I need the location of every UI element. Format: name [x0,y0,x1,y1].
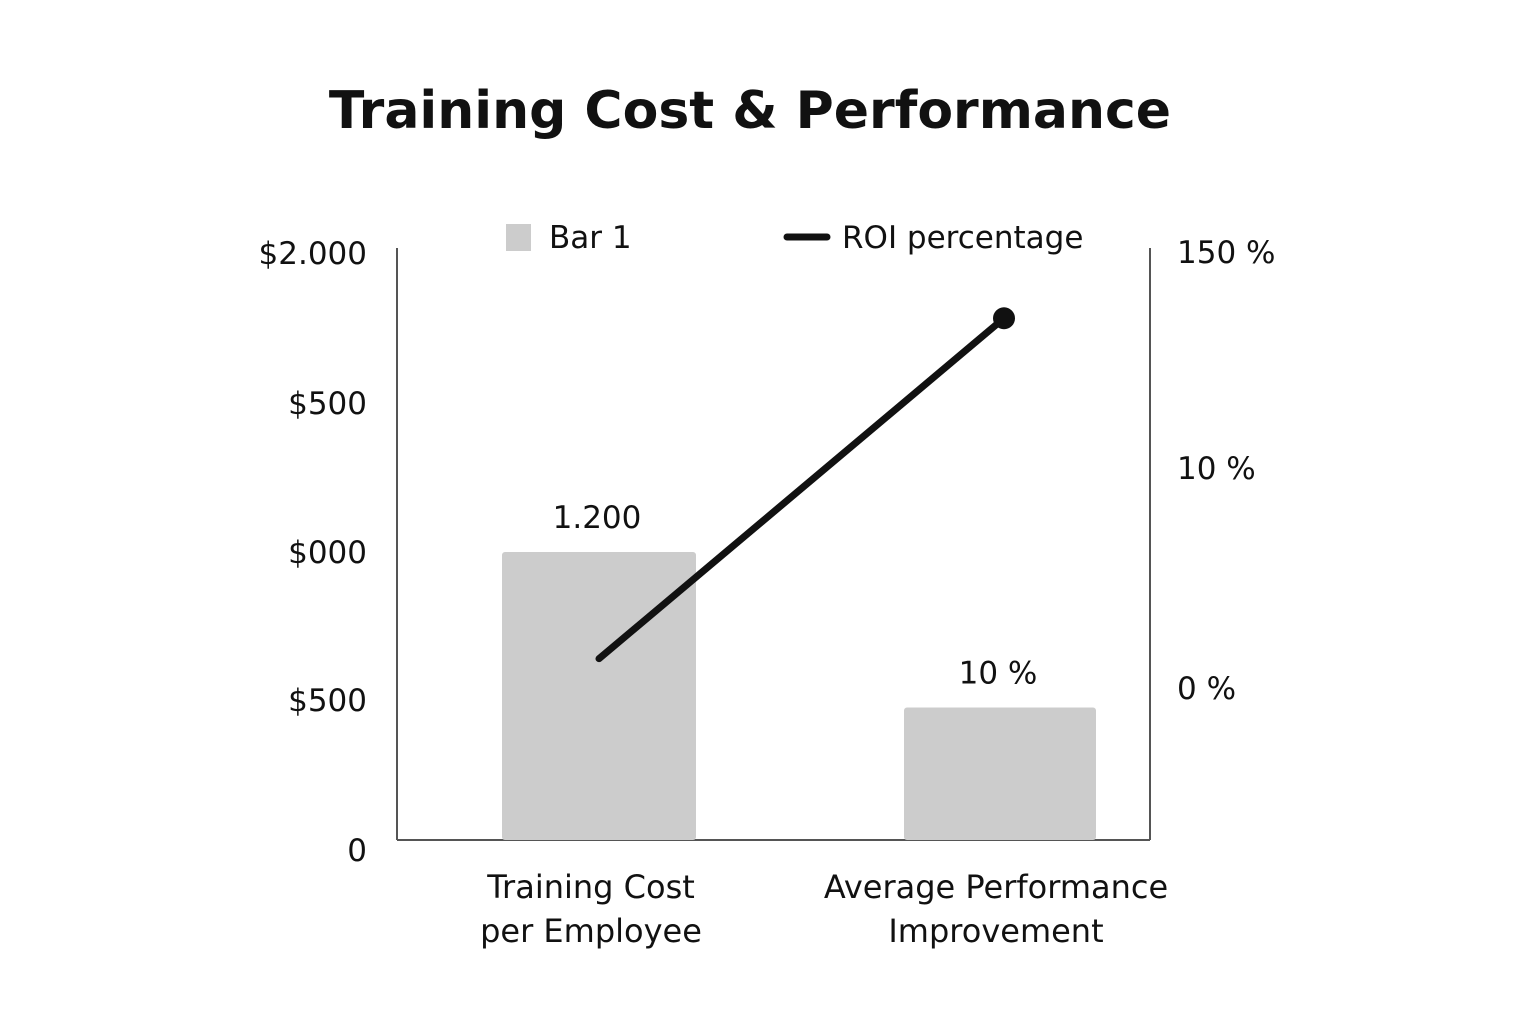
x-axis-category-labels: Training Cost per Employee Average Perform… [480,868,1168,950]
legend: Bar 1 ROI percentage [506,220,1083,256]
bar-series [502,552,1096,840]
left-y-axis-ticks: 0 $500 $000 $500 $2.000 [259,236,367,869]
bar-data-label: 10 % [959,656,1038,692]
x-category-label-line: Average Performance [824,868,1168,906]
left-y-tick-label: $2.000 [259,236,367,272]
legend-label-bar: Bar 1 [549,220,632,256]
legend-bar-swatch [506,224,531,251]
left-y-tick-label: $000 [288,535,367,571]
x-category-label-line: per Employee [480,912,702,950]
chart-title: Training Cost & Performance [329,81,1171,141]
bar [904,707,1096,840]
x-category-label: Training Cost per Employee [480,868,702,950]
x-category-label-line: Improvement [888,912,1103,950]
right-y-tick-label: 150 % [1177,235,1275,271]
roi-point-marker [993,307,1015,330]
legend-label-line: ROI percentage [842,220,1083,256]
x-category-label-line: Training Cost [486,868,695,906]
left-y-tick-label: $500 [288,386,367,422]
right-y-tick-label: 0 % [1177,671,1236,707]
roi-line [595,314,1008,663]
right-y-axis-ticks: 0 % 10 % 150 % [1177,235,1275,707]
left-y-tick-label: 0 [347,833,367,869]
x-category-label: Average Performance Improvement [824,868,1168,950]
left-y-tick-label: $500 [288,683,367,719]
bar-data-labels: 1.200 10 % [553,500,1038,692]
bar-data-label: 1.200 [553,500,642,536]
roi-line-series [595,307,1015,663]
bar [502,552,696,840]
right-y-tick-label: 10 % [1177,451,1256,487]
